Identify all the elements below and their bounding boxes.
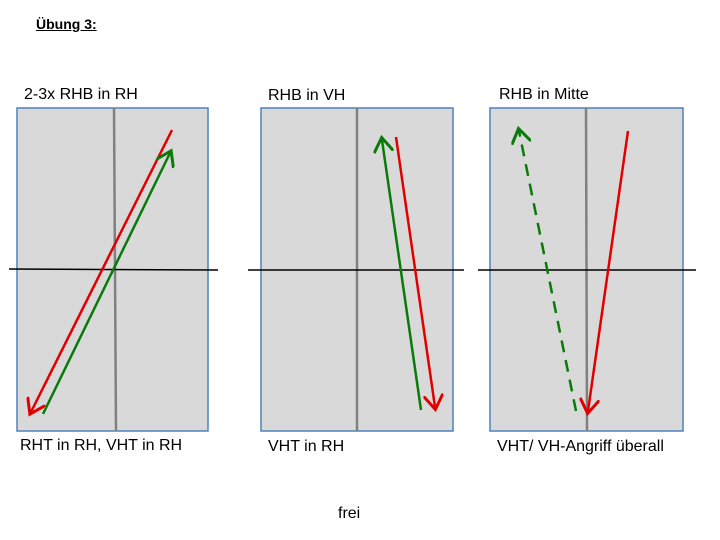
green-arrow bbox=[382, 140, 423, 411]
green-arrow bbox=[41, 153, 170, 415]
red-arrow bbox=[394, 136, 435, 407]
panel-3-top-label: RHB in Mitte bbox=[499, 86, 589, 103]
court-panel-3 bbox=[478, 107, 696, 432]
footer-label: frei bbox=[338, 505, 361, 522]
green-dashed-arrow bbox=[519, 131, 578, 412]
court-panel-2 bbox=[248, 107, 464, 432]
court-panel-1 bbox=[8, 107, 219, 432]
panel-2-top-label: RHB in VH bbox=[268, 87, 346, 104]
panel-3-bottom-label: VHT/ VH-Angriff überall bbox=[497, 438, 664, 455]
panel-1-top-label: 2-3x RHB in RH bbox=[24, 86, 138, 103]
red-arrow bbox=[588, 130, 630, 411]
panel-1-bottom-label: RHT in RH, VHT in RH bbox=[20, 437, 183, 454]
red-arrow bbox=[31, 129, 174, 412]
panel-2-bottom-label: VHT in RH bbox=[268, 438, 345, 455]
page-title: Übung 3: bbox=[36, 16, 97, 32]
